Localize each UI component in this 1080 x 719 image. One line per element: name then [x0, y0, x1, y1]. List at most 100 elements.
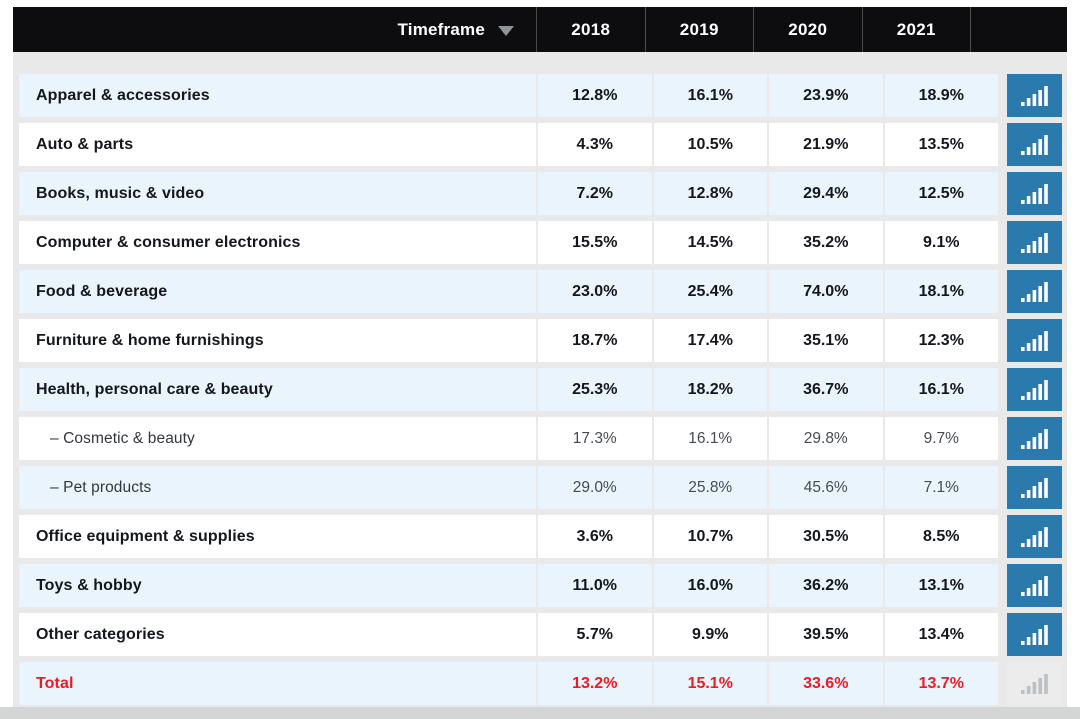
value-cell: 21.9% — [769, 123, 883, 166]
value-cell: 16.1% — [653, 74, 767, 117]
spacer — [998, 172, 1007, 215]
value-cell: 13.2% — [538, 662, 652, 705]
row-label: Other categories — [19, 613, 536, 656]
value-cell: 9.1% — [884, 221, 998, 264]
value-cell: 15.1% — [653, 662, 767, 705]
table-row: – Cosmetic & beauty 17.3% 16.1% 29.8% 9.7% — [19, 417, 1062, 460]
bar-chart-icon — [1021, 477, 1048, 498]
bar-chart-button[interactable] — [1007, 319, 1062, 362]
spacer — [998, 319, 1007, 362]
bar-chart-button[interactable] — [1007, 417, 1062, 460]
table-body: Apparel & accessories 12.8% 16.1% 23.9% 18.9… — [13, 52, 1067, 705]
value-cell: 25.4% — [653, 270, 767, 313]
bar-chart-icon — [1021, 428, 1048, 449]
value-cell: 18.7% — [538, 319, 652, 362]
row-label: Apparel & accessories — [19, 74, 536, 117]
value-cell: 7.2% — [538, 172, 652, 215]
table-row: Auto & parts 4.3% 10.5% 21.9% 13.5% — [19, 123, 1062, 166]
bar-chart-button[interactable] — [1007, 172, 1062, 215]
row-label: Auto & parts — [19, 123, 536, 166]
value-cell: 12.8% — [538, 74, 652, 117]
spacer — [998, 74, 1007, 117]
value-cell: 14.5% — [653, 221, 767, 264]
value-cell: 12.5% — [884, 172, 998, 215]
value-cell: 11.0% — [538, 564, 652, 607]
value-cell: 13.5% — [884, 123, 998, 166]
row-label: Toys & hobby — [19, 564, 536, 607]
spacer — [998, 662, 1007, 705]
value-cell: 25.3% — [538, 368, 652, 411]
table-header: Timeframe 2018 2019 2020 2021 — [13, 7, 1067, 52]
value-cell: 16.1% — [884, 368, 998, 411]
spacer — [998, 515, 1007, 558]
bar-chart-button[interactable] — [1007, 270, 1062, 313]
column-header-2018: 2018 — [536, 7, 645, 52]
value-cell: 36.2% — [769, 564, 883, 607]
table-row: – Pet products 29.0% 25.8% 45.6% 7.1% — [19, 466, 1062, 509]
column-header-2021: 2021 — [861, 7, 971, 52]
value-cell: 7.1% — [884, 466, 998, 509]
table-row: Health, personal care & beauty 25.3% 18.2%… — [19, 368, 1062, 411]
row-label: – Pet products — [19, 466, 536, 509]
growth-rate-table-widget: Timeframe 2018 2019 2020 2021 Apparel & … — [13, 7, 1067, 713]
row-label: Food & beverage — [19, 270, 536, 313]
table-row: Toys & hobby 11.0% 16.0% 36.2% 13.1% — [19, 564, 1062, 607]
table-row: Furniture & home furnishings 18.7% 17.4% 35… — [19, 319, 1062, 362]
spacer — [998, 221, 1007, 264]
value-cell: 8.5% — [884, 515, 998, 558]
timeframe-dropdown[interactable]: Timeframe — [13, 7, 536, 52]
spacer — [998, 613, 1007, 656]
value-cell: 35.2% — [769, 221, 883, 264]
value-cell: 29.8% — [769, 417, 883, 460]
bar-chart-icon — [1021, 134, 1048, 155]
bar-chart-button[interactable] — [1007, 466, 1062, 509]
table-row: Other categories 5.7% 9.9% 39.5% 13.4% — [19, 613, 1062, 656]
value-cell: 13.1% — [884, 564, 998, 607]
spacer — [998, 270, 1007, 313]
bar-chart-button[interactable] — [1007, 613, 1062, 656]
spacer — [998, 564, 1007, 607]
value-cell: 17.3% — [538, 417, 652, 460]
value-cell: 30.5% — [769, 515, 883, 558]
value-cell: 25.8% — [653, 466, 767, 509]
bar-chart-button[interactable] — [1007, 74, 1062, 117]
bar-chart-button[interactable] — [1007, 515, 1062, 558]
triangle-down-icon — [498, 25, 514, 36]
table-row: Apparel & accessories 12.8% 16.1% 23.9% 18.9… — [19, 74, 1062, 117]
value-cell: 18.1% — [884, 270, 998, 313]
spacer — [998, 123, 1007, 166]
bar-chart-icon — [1021, 575, 1048, 596]
bar-chart-icon — [1021, 526, 1048, 547]
bar-chart-button[interactable] — [1007, 123, 1062, 166]
value-cell: 16.0% — [653, 564, 767, 607]
value-cell: 13.4% — [884, 613, 998, 656]
row-label: Books, music & video — [19, 172, 536, 215]
value-cell: 18.9% — [884, 74, 998, 117]
value-cell: 17.4% — [653, 319, 767, 362]
value-cell: 45.6% — [769, 466, 883, 509]
bar-chart-icon — [1021, 673, 1048, 694]
bar-chart-icon — [1021, 232, 1048, 253]
column-header-2019: 2019 — [644, 7, 754, 52]
bar-chart-icon — [1021, 281, 1048, 302]
value-cell: 5.7% — [538, 613, 652, 656]
column-header-2020: 2020 — [753, 7, 862, 52]
bar-chart-icon — [1021, 330, 1048, 351]
table-row: Food & beverage 23.0% 25.4% 74.0% 18.1% — [19, 270, 1062, 313]
column-header-actions — [970, 7, 1067, 52]
value-cell: 12.8% — [653, 172, 767, 215]
bar-chart-button[interactable] — [1007, 564, 1062, 607]
spacer — [998, 368, 1007, 411]
bar-chart-button[interactable] — [1007, 368, 1062, 411]
value-cell: 39.5% — [769, 613, 883, 656]
value-cell: 13.7% — [884, 662, 998, 705]
row-label: Computer & consumer electronics — [19, 221, 536, 264]
row-label: Office equipment & supplies — [19, 515, 536, 558]
value-cell: 23.0% — [538, 270, 652, 313]
value-cell: 74.0% — [769, 270, 883, 313]
row-label: Total — [19, 662, 536, 705]
value-cell: 9.7% — [884, 417, 998, 460]
bar-chart-button[interactable] — [1007, 221, 1062, 264]
timeframe-dropdown-label: Timeframe — [397, 19, 485, 39]
value-cell: 35.1% — [769, 319, 883, 362]
